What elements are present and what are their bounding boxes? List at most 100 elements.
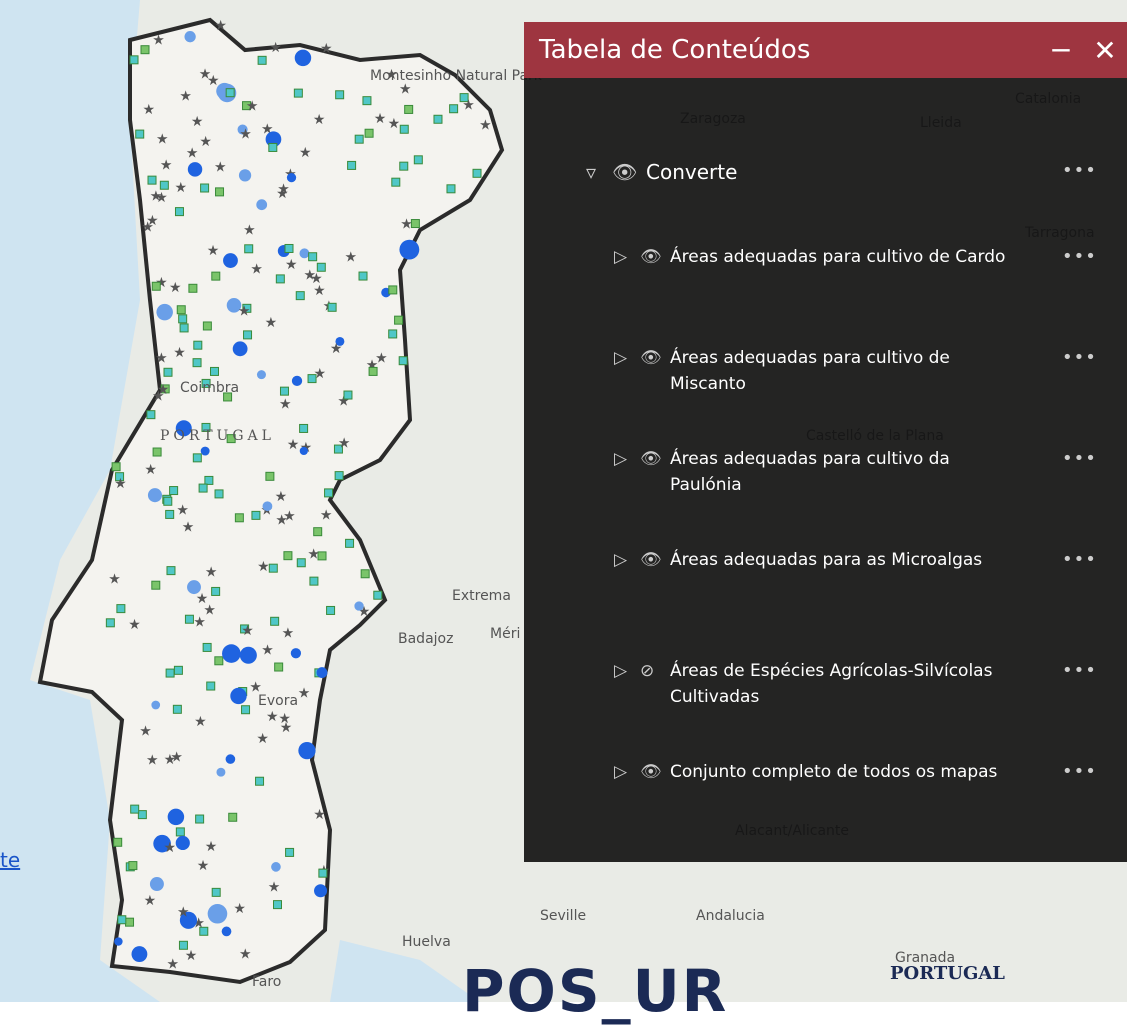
marker[interactable]: [203, 643, 211, 651]
marker[interactable]: [193, 359, 201, 367]
more-button[interactable]: •••: [1062, 549, 1097, 570]
marker[interactable]: ★: [146, 213, 159, 229]
marker[interactable]: ★: [375, 351, 388, 367]
marker[interactable]: ★: [287, 437, 300, 453]
marker[interactable]: [355, 135, 363, 143]
marker[interactable]: [374, 591, 382, 599]
more-button[interactable]: •••: [1062, 761, 1097, 782]
marker[interactable]: [215, 490, 223, 498]
marker[interactable]: ★: [142, 102, 155, 118]
marker[interactable]: ★: [191, 114, 204, 130]
marker[interactable]: [179, 315, 187, 323]
marker[interactable]: [298, 742, 315, 759]
marker[interactable]: [287, 173, 296, 182]
marker[interactable]: [317, 667, 328, 678]
marker[interactable]: ★: [144, 893, 157, 909]
marker[interactable]: ★: [275, 512, 288, 528]
marker[interactable]: [166, 669, 174, 677]
layer-row[interactable]: ▷👁Áreas adequadas para cultivo da Paulón…: [614, 446, 1010, 498]
marker[interactable]: [295, 50, 311, 66]
marker[interactable]: [363, 97, 371, 105]
marker[interactable]: ★: [299, 145, 312, 161]
marker[interactable]: [148, 176, 156, 184]
marker[interactable]: [450, 105, 458, 113]
more-button[interactable]: •••: [1062, 660, 1097, 681]
marker[interactable]: [156, 304, 173, 321]
marker[interactable]: ★: [139, 724, 152, 740]
marker[interactable]: [226, 754, 236, 764]
marker[interactable]: ★: [243, 222, 256, 238]
marker[interactable]: [160, 181, 168, 189]
layer-row[interactable]: ▷👁Conjunto completo de todos os mapas: [614, 759, 1010, 785]
marker[interactable]: ★: [241, 623, 254, 639]
eye-icon[interactable]: 👁: [640, 244, 666, 270]
marker[interactable]: ★: [320, 508, 333, 524]
expand-icon[interactable]: ▷: [614, 547, 640, 573]
marker[interactable]: [314, 528, 322, 536]
marker[interactable]: [176, 828, 184, 836]
marker[interactable]: [434, 115, 442, 123]
marker[interactable]: ★: [276, 186, 289, 202]
marker[interactable]: [276, 275, 284, 283]
expand-icon[interactable]: ▷: [614, 345, 640, 371]
marker[interactable]: [196, 815, 204, 823]
marker[interactable]: [245, 245, 253, 253]
marker[interactable]: [212, 272, 220, 280]
marker[interactable]: [216, 188, 224, 196]
marker[interactable]: [292, 376, 302, 386]
marker[interactable]: [112, 463, 120, 471]
marker[interactable]: ★: [256, 731, 269, 747]
marker[interactable]: [284, 552, 292, 560]
marker[interactable]: [207, 682, 215, 690]
marker[interactable]: [216, 768, 225, 777]
more-button[interactable]: •••: [1062, 246, 1097, 267]
marker[interactable]: [177, 306, 185, 314]
marker[interactable]: ★: [313, 112, 326, 128]
marker[interactable]: ★: [177, 905, 190, 921]
eye-icon[interactable]: ⊘: [640, 658, 666, 684]
marker[interactable]: [389, 330, 397, 338]
more-button[interactable]: •••: [1062, 347, 1097, 368]
marker[interactable]: [280, 387, 288, 395]
marker[interactable]: ★: [144, 462, 157, 478]
marker[interactable]: ★: [239, 126, 252, 142]
marker[interactable]: [175, 208, 183, 216]
marker[interactable]: ★: [205, 564, 218, 580]
marker[interactable]: [335, 472, 343, 480]
marker[interactable]: [152, 581, 160, 589]
marker[interactable]: [229, 813, 237, 821]
marker[interactable]: ★: [345, 250, 358, 266]
marker[interactable]: ★: [338, 436, 351, 452]
expand-icon[interactable]: ▷: [614, 446, 640, 472]
marker[interactable]: ★: [155, 190, 168, 206]
marker[interactable]: ★: [265, 315, 278, 331]
marker[interactable]: ★: [207, 73, 220, 89]
marker[interactable]: [327, 606, 335, 614]
marker[interactable]: [346, 539, 354, 547]
marker[interactable]: ★: [169, 280, 182, 296]
marker[interactable]: [126, 918, 134, 926]
marker[interactable]: [296, 292, 304, 300]
marker[interactable]: [399, 240, 419, 260]
expand-icon[interactable]: ▿: [586, 159, 612, 185]
marker[interactable]: ★: [160, 158, 173, 174]
minimize-button[interactable]: ─: [1039, 34, 1083, 67]
marker[interactable]: [325, 489, 333, 497]
marker[interactable]: [148, 488, 162, 502]
marker[interactable]: [256, 777, 264, 785]
marker[interactable]: [164, 368, 172, 376]
marker[interactable]: ★: [194, 714, 207, 730]
marker[interactable]: [136, 130, 144, 138]
marker[interactable]: [400, 162, 408, 170]
marker[interactable]: [201, 184, 209, 192]
layer-row[interactable]: ▷👁Áreas adequadas para cultivo de Cardo: [614, 244, 1010, 270]
marker[interactable]: ★: [261, 643, 274, 659]
marker[interactable]: [473, 169, 481, 177]
marker[interactable]: [414, 156, 422, 164]
marker[interactable]: [266, 472, 274, 480]
marker[interactable]: [205, 476, 213, 484]
marker[interactable]: ★: [285, 257, 298, 273]
marker[interactable]: ★: [186, 145, 199, 161]
marker[interactable]: [222, 927, 232, 937]
marker[interactable]: ★: [203, 602, 216, 618]
